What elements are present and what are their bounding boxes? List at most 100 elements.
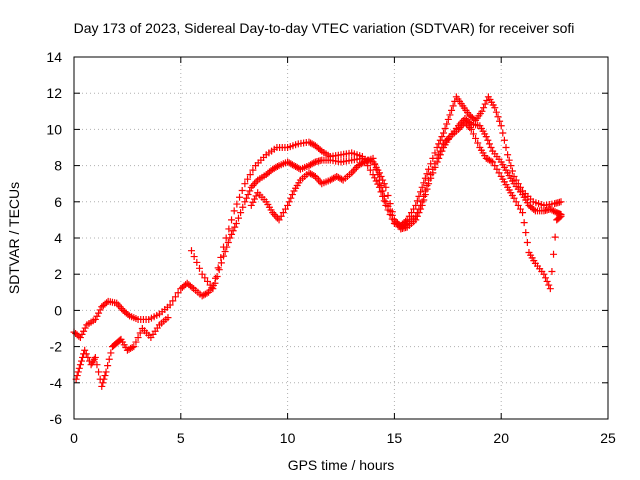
y-tick-label: 14 [46,49,62,65]
data-point-interp [485,156,493,164]
data-point [76,361,84,369]
data-point-interp [249,198,257,206]
data-point-interp [548,267,556,275]
data-point-interp [204,277,211,285]
data-point-interp [545,281,553,289]
data-point [102,368,110,376]
data-point-interp [239,203,247,211]
series-early-scatter [72,314,172,390]
data-point-interp [277,212,285,220]
data-point-interp [494,113,502,121]
data-point [425,165,433,173]
data-point-interp [474,139,482,147]
data-point-interp [500,136,508,144]
y-tick-label: -4 [50,375,63,391]
data-point-interp [96,306,104,314]
data-point-interp [201,290,209,298]
data-point-interp [550,250,558,258]
data-point-interp [82,350,90,358]
data-point-interp [93,361,101,369]
y-tick-label: 10 [46,121,62,137]
data-point-interp [520,219,528,227]
data-point-interp [380,180,388,188]
data-point-interp [377,172,385,180]
data-point-interp [435,140,443,148]
data-point [130,343,138,351]
data-point-interp [493,165,501,173]
data-point [418,183,426,191]
data-point-interp [496,117,504,125]
data-point [418,201,426,209]
data-point-interp [351,165,359,173]
data-point-interp [252,192,260,200]
data-point-interp [485,140,493,148]
data-point-interp [429,154,437,162]
data-point-interp [224,239,232,247]
data-point-interp [77,357,85,365]
data-point-interp [502,144,510,151]
data-point-interp [217,253,225,261]
data-point-interp [420,179,428,187]
data-point-interp [349,167,357,175]
data-point [403,216,411,224]
axis-ticks: 0 5 10 15 20 25 -6 -4 -2 0 2 4 6 8 10 12 14 [46,49,616,446]
data-point-interp [116,303,124,311]
data-point-interp [487,157,495,165]
data-point-interp [441,124,449,132]
data-point-interp [415,209,423,217]
data-point [230,207,238,215]
y-tick-label: 4 [54,230,62,246]
data-point-interp [171,293,179,301]
data-point-interp [252,178,260,186]
data-point-interp [84,353,92,361]
data-point-interp [427,160,435,168]
data-point-interp [377,182,385,190]
data-point [557,212,565,220]
data-point-interp [214,264,222,272]
data-point-interp [514,180,522,188]
data-point-interp [512,176,520,184]
data-point-interp [169,297,177,305]
data-point [241,180,249,188]
data-point [412,216,420,224]
data-point-interp [530,205,538,213]
data-point-interp [75,364,83,372]
data-point-interp [229,227,237,235]
data-point-interp [436,151,444,159]
data-point-interp [371,174,379,182]
data-point-interp [516,205,524,213]
data-point [557,198,565,206]
y-axis-label: SDTVAR / TECUs [6,182,22,294]
data-point-interp [417,205,425,213]
data-point-interp [212,274,220,282]
data-point-interp [469,130,477,138]
data-point-interp [228,230,236,238]
data-point-interp [423,170,431,178]
data-point-interp [481,100,489,108]
data-point-interp [238,186,246,194]
data-point-interp [516,183,524,191]
data-point [382,198,390,206]
x-axis-label: GPS time / hours [288,457,395,473]
x-tick-label: 20 [493,430,509,446]
data-point [358,153,366,161]
data-point-interp [421,191,429,199]
data-point-interp [136,329,144,337]
data-point-interp [74,368,82,376]
data-point-interp [514,201,522,209]
data-point [369,154,377,162]
data-point-interp [499,129,507,137]
data-point-interp [415,192,423,200]
data-point-interp [448,106,456,114]
data-point-interp [472,134,480,142]
data-point-interp [435,154,443,162]
data-point-interp [128,344,136,352]
grid-lines [74,57,608,419]
data-point-interp [246,187,254,195]
data-point-interp [359,159,367,167]
data-point-interp [107,349,115,357]
data-point [433,158,441,166]
data-point-interp [372,177,380,185]
data-point-interp [429,169,437,177]
data-point-interp [195,264,203,272]
